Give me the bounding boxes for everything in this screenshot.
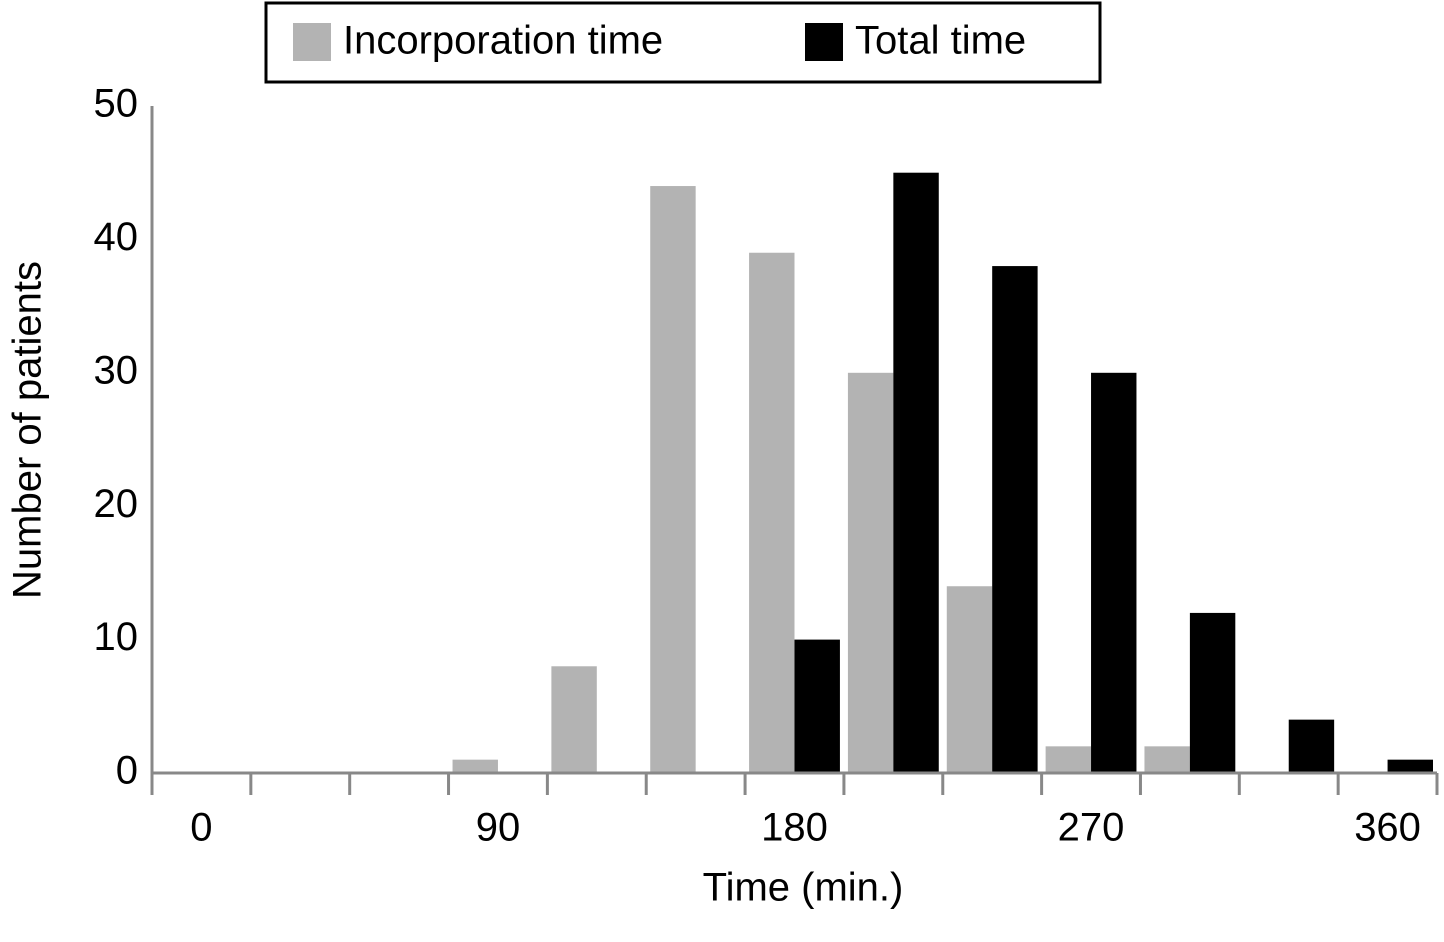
x-tick-label: 180 <box>761 806 828 850</box>
legend-swatch <box>293 23 331 61</box>
bar <box>1144 746 1190 773</box>
bar <box>650 186 696 774</box>
y-axis-label: Number of patients <box>6 261 50 599</box>
x-tick-label: 90 <box>476 806 521 850</box>
bar <box>1189 612 1236 773</box>
legend-swatch <box>805 23 843 61</box>
y-tick-label: 20 <box>94 482 139 526</box>
y-tick-label: 30 <box>94 348 139 392</box>
bar <box>1091 372 1137 773</box>
bar <box>893 172 939 773</box>
x-axis-label: Time (min.) <box>703 866 904 910</box>
x-tick-label: 360 <box>1354 806 1421 850</box>
y-tick-label: 10 <box>94 615 139 659</box>
bar <box>794 639 840 773</box>
legend-label: Incorporation time <box>343 19 663 63</box>
y-tick-label: 0 <box>116 749 138 793</box>
x-tick-label: 0 <box>190 806 212 850</box>
legend-box <box>264 1 1102 84</box>
x-tick-label: 270 <box>1058 806 1125 850</box>
bar <box>749 252 795 774</box>
bar <box>452 759 498 773</box>
bar <box>946 586 993 773</box>
bar <box>992 266 1038 773</box>
bar <box>1045 746 1092 773</box>
legend-label: Total time <box>855 19 1026 63</box>
y-tick-label: 40 <box>94 215 139 259</box>
bar <box>1288 719 1335 773</box>
bar <box>847 372 894 773</box>
bar <box>551 666 597 773</box>
bar <box>1387 759 1433 773</box>
y-tick-label: 50 <box>94 82 139 126</box>
